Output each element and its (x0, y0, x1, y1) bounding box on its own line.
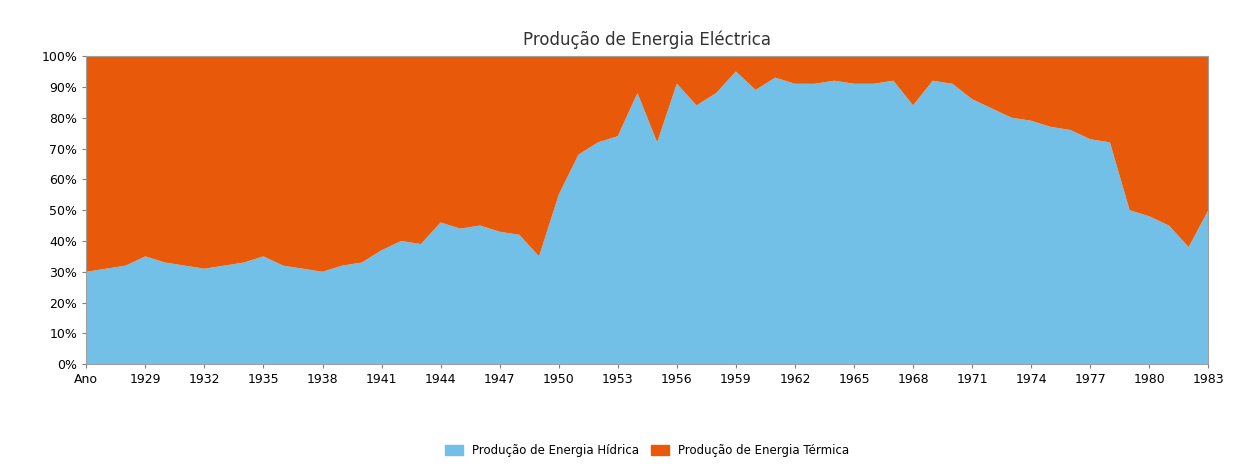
Title: Produção de Energia Eléctrica: Produção de Energia Eléctrica (523, 30, 772, 49)
Legend: Produção de Energia Hídrica, Produção de Energia Térmica: Produção de Energia Hídrica, Produção de… (445, 444, 850, 457)
